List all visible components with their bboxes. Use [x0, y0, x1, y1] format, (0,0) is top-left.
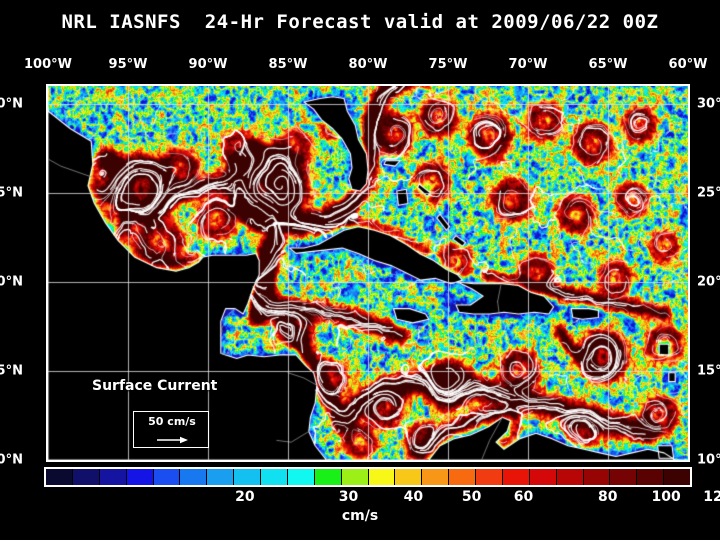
colorbar-swatch	[637, 469, 665, 485]
colorbar-units-label: cm/s	[341, 508, 379, 524]
colorbar-swatch	[556, 469, 584, 485]
longitude-tick-label: 65°W	[588, 57, 628, 72]
scale-legend-value: 50 cm/s	[148, 415, 196, 428]
latitude-tick-label-left: 30°N	[0, 96, 23, 112]
colorbar-swatch	[261, 469, 288, 485]
latitude-tick-label-right: 30°N	[697, 96, 720, 112]
colorbar-tick-label: 60	[513, 489, 534, 505]
colorbar-swatch	[99, 469, 127, 485]
colorbar-swatch	[583, 469, 611, 485]
colorbar-tick-label: 30	[338, 489, 359, 505]
colorbar-swatch	[207, 469, 235, 485]
longitude-tick-label: 90°W	[188, 57, 228, 72]
colorbar-swatch	[368, 469, 396, 485]
colorbar-swatch	[46, 469, 73, 485]
colorbar-swatch	[502, 469, 530, 485]
colorbar-swatch	[664, 469, 690, 485]
colorbar-swatch	[610, 469, 638, 485]
colorbar-tick-label: 40	[403, 489, 424, 505]
latitude-tick-label-right: 20°N	[697, 274, 720, 290]
colorbar-swatch	[529, 469, 557, 485]
map-panel	[46, 84, 690, 462]
longitude-tick-label: 95°W	[108, 57, 148, 72]
colorbar-tick-label: 50	[461, 489, 482, 505]
surface-current-label: Surface Current	[92, 378, 218, 394]
figure-title: NRL IASNFS 24-Hr Forecast valid at 2009/…	[61, 11, 659, 33]
longitude-tick-label: 75°W	[428, 57, 468, 72]
colorbar-swatch	[422, 469, 450, 485]
latitude-tick-label-left: 10°N	[0, 452, 23, 468]
colorbar-tick-label: 80	[598, 489, 618, 505]
colorbar-swatch	[287, 469, 315, 485]
longitude-tick-label: 60°W	[668, 57, 708, 72]
latitude-tick-label-right: 10°N	[697, 452, 720, 468]
longitude-tick-label: 80°W	[348, 57, 388, 72]
colorbar-swatch	[180, 469, 208, 485]
colorbar-tick-label: 120	[703, 489, 720, 505]
vector-scale-legend: 50 cm/s	[133, 411, 209, 448]
colorbar-swatch	[234, 469, 261, 485]
colorbar-swatch	[341, 469, 369, 485]
longitude-tick-label: 100°W	[24, 57, 72, 72]
longitude-tick-label: 85°W	[268, 57, 308, 72]
colorbar-swatch	[476, 469, 503, 485]
current-speed-heatmap	[48, 86, 688, 460]
colorbar-tick-label: 20	[235, 489, 255, 505]
colorbar-swatch	[314, 469, 342, 485]
colorbar-swatch	[153, 469, 181, 485]
latitude-tick-label-right: 15°N	[697, 363, 720, 379]
colorbar-swatch	[449, 469, 476, 485]
latitude-tick-label-left: 20°N	[0, 274, 23, 290]
right-arrow-icon	[157, 436, 188, 444]
latitude-tick-label-right: 25°N	[697, 185, 720, 201]
colorbar-tick-label: 100	[651, 489, 681, 505]
colorbar	[44, 467, 692, 487]
longitude-tick-label: 70°W	[508, 57, 548, 72]
colorbar-swatch	[395, 469, 423, 485]
latitude-tick-label-left: 15°N	[0, 363, 23, 379]
latitude-tick-label-left: 25°N	[0, 185, 23, 201]
colorbar-swatch	[72, 469, 100, 485]
colorbar-swatch	[126, 469, 154, 485]
